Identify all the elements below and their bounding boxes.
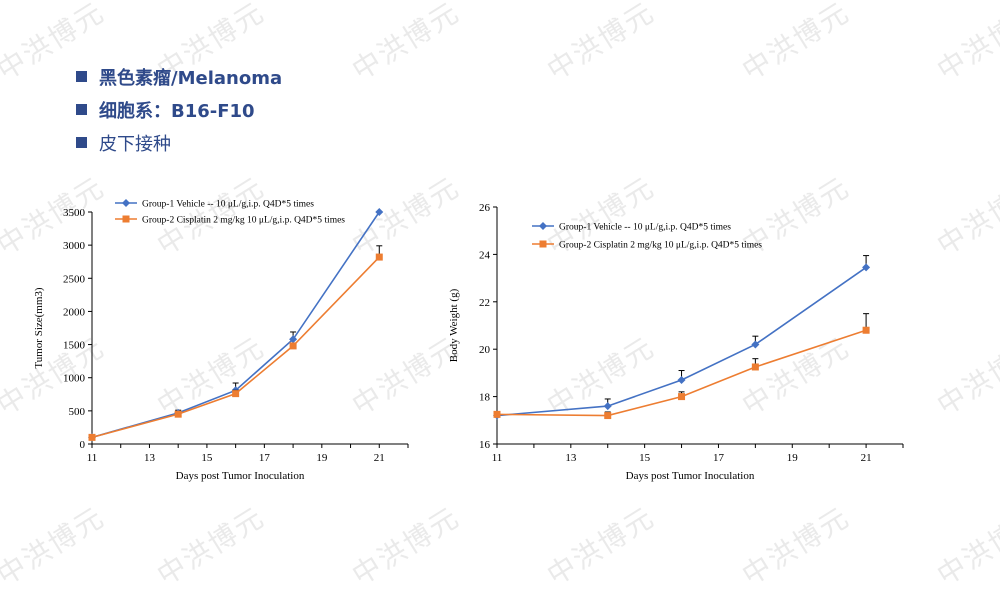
legend-marker [122, 215, 130, 223]
square-bullet-icon [76, 104, 87, 115]
y-tick-label: 500 [69, 406, 86, 418]
x-tick-label: 21 [861, 452, 872, 464]
tumor-size-chart: 0 500 1000 1500 2000 2500 3000 3500 11 13 15 17 19 21… [33, 199, 409, 482]
x-tick-label: 19 [787, 452, 799, 464]
legend-marker [539, 240, 547, 248]
y-axis-label: Tumor Size(mm3) [33, 287, 45, 369]
data-point-marker [751, 340, 760, 349]
y-tick-label: 24 [479, 249, 491, 261]
data-point-marker [174, 410, 182, 418]
x-tick-label: 21 [374, 452, 385, 464]
x-tick-label: 13 [565, 452, 577, 464]
data-point-marker [604, 412, 612, 420]
body-weight-chart: 16 18 20 22 24 26 11 13 15 17 19 21 Days post Tumor … [448, 202, 904, 482]
bullet-item-cell-line: 细胞系：B16-F10 [76, 93, 282, 126]
y-tick-label: 20 [479, 344, 491, 356]
y-tick-label: 2000 [63, 306, 86, 318]
y-tick-label: 3500 [63, 207, 86, 219]
legend-marker [539, 222, 547, 230]
y-axis-label: Body Weight (g) [448, 288, 460, 362]
square-bullet-icon [76, 71, 87, 82]
data-point-marker [751, 363, 759, 371]
x-tick-label: 15 [201, 452, 213, 464]
data-point-marker [862, 263, 871, 272]
x-tick-label: 17 [259, 452, 271, 464]
data-point-marker [88, 433, 96, 441]
legend-label: Group-1 Vehicle -- 10 μL/g,i.p. Q4D*5 ti… [559, 223, 731, 233]
x-axis-label: Days post Tumor Inoculation [176, 470, 305, 482]
x-tick-label: 19 [316, 452, 328, 464]
x-axis-label: Days post Tumor Inoculation [626, 470, 755, 482]
data-point-marker [862, 326, 870, 334]
legend-label: Group-1 Vehicle -- 10 μL/g,i.p. Q4D*5 ti… [142, 200, 314, 210]
data-point-marker [677, 376, 686, 385]
data-point-marker [678, 393, 686, 401]
bullet-item-inoculation: 皮下接种 [76, 126, 282, 159]
y-tick-label: 26 [479, 202, 491, 214]
bullet-text: 皮下接种 [99, 133, 171, 155]
legend-label: Group-2 Cisplatin 2 mg/kg 10 μL/g,i.p. Q… [142, 216, 345, 226]
data-point-marker [603, 402, 612, 411]
y-tick-label: 1000 [63, 373, 86, 385]
bullet-text: 黑色素瘤/Melanoma [99, 67, 283, 89]
data-point-marker [289, 335, 298, 344]
y-tick-label: 18 [479, 392, 491, 404]
bullet-list: 黑色素瘤/Melanoma 细胞系：B16-F10 皮下接种 [76, 60, 282, 159]
data-point-marker [375, 253, 383, 261]
x-tick-label: 11 [87, 452, 98, 464]
y-tick-label: 1500 [63, 340, 86, 352]
y-tick-label: 2500 [63, 273, 86, 285]
square-bullet-icon [76, 137, 87, 148]
y-tick-label: 0 [80, 439, 86, 451]
bullet-item-melanoma: 黑色素瘤/Melanoma [76, 60, 282, 93]
data-point-marker [289, 342, 297, 350]
y-tick-label: 16 [479, 439, 491, 451]
x-tick-label: 13 [144, 452, 156, 464]
y-tick-label: 3000 [63, 240, 86, 252]
data-point-marker [375, 208, 384, 216]
legend-marker [122, 199, 130, 207]
x-tick-label: 11 [492, 452, 503, 464]
legend-label: Group-2 Cisplatin 2 mg/kg 10 μL/g,i.p. Q… [559, 241, 762, 251]
x-tick-label: 15 [639, 452, 651, 464]
y-tick-label: 22 [479, 297, 490, 309]
data-point-marker [232, 390, 240, 398]
x-tick-label: 17 [713, 452, 725, 464]
data-point-marker [493, 410, 501, 418]
bullet-text: 细胞系：B16-F10 [99, 100, 255, 122]
